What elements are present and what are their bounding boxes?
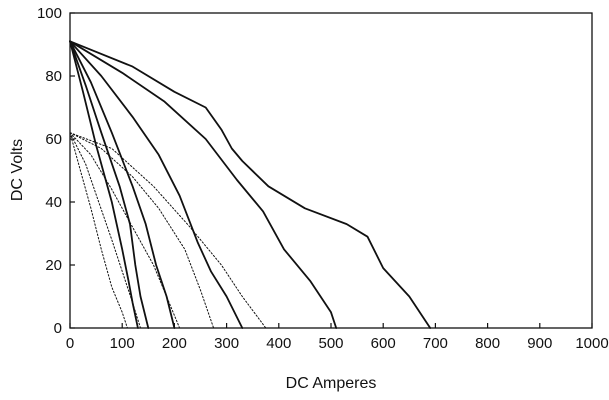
series-line-6 <box>69 40 432 329</box>
x-tick-label: 100 <box>110 335 135 352</box>
y-tick-label: 20 <box>45 257 62 274</box>
plot-area-frame <box>69 12 593 329</box>
y-tick-label: 100 <box>37 5 62 22</box>
series-line-2 <box>69 40 150 329</box>
series-line-5 <box>69 40 338 329</box>
series-line-1 <box>69 40 139 329</box>
series-line-10 <box>69 132 215 329</box>
x-tick-label: 800 <box>475 335 500 352</box>
y-axis-title: DC Volts <box>9 139 26 201</box>
x-tick-label: 400 <box>266 335 291 352</box>
y-tick-label: 0 <box>54 320 62 337</box>
x-tick-label: 200 <box>162 335 187 352</box>
series-line-11 <box>69 132 267 329</box>
x-tick-label: 500 <box>318 335 343 352</box>
x-tick-label: 700 <box>423 335 448 352</box>
x-tick-label: 900 <box>527 335 552 352</box>
y-tick-label: 40 <box>45 194 62 211</box>
x-tick-label: 1000 <box>575 335 608 352</box>
y-axis-ticks: 0 20 40 60 80 100 <box>37 5 75 337</box>
series-line-4 <box>69 40 244 329</box>
x-axis-ticks: 0 100 200 300 400 500 600 700 800 900 1000 <box>66 323 609 352</box>
series-layer <box>69 40 432 329</box>
series-line-7 <box>69 132 128 329</box>
y-tick-label: 60 <box>45 131 62 148</box>
x-tick-label: 600 <box>371 335 396 352</box>
x-tick-label: 0 <box>66 335 74 352</box>
x-axis-title: DC Amperes <box>286 375 377 392</box>
series-line-9 <box>69 132 181 329</box>
y-tick-label: 80 <box>45 68 62 85</box>
x-tick-label: 300 <box>214 335 239 352</box>
series-line-8 <box>69 132 141 329</box>
